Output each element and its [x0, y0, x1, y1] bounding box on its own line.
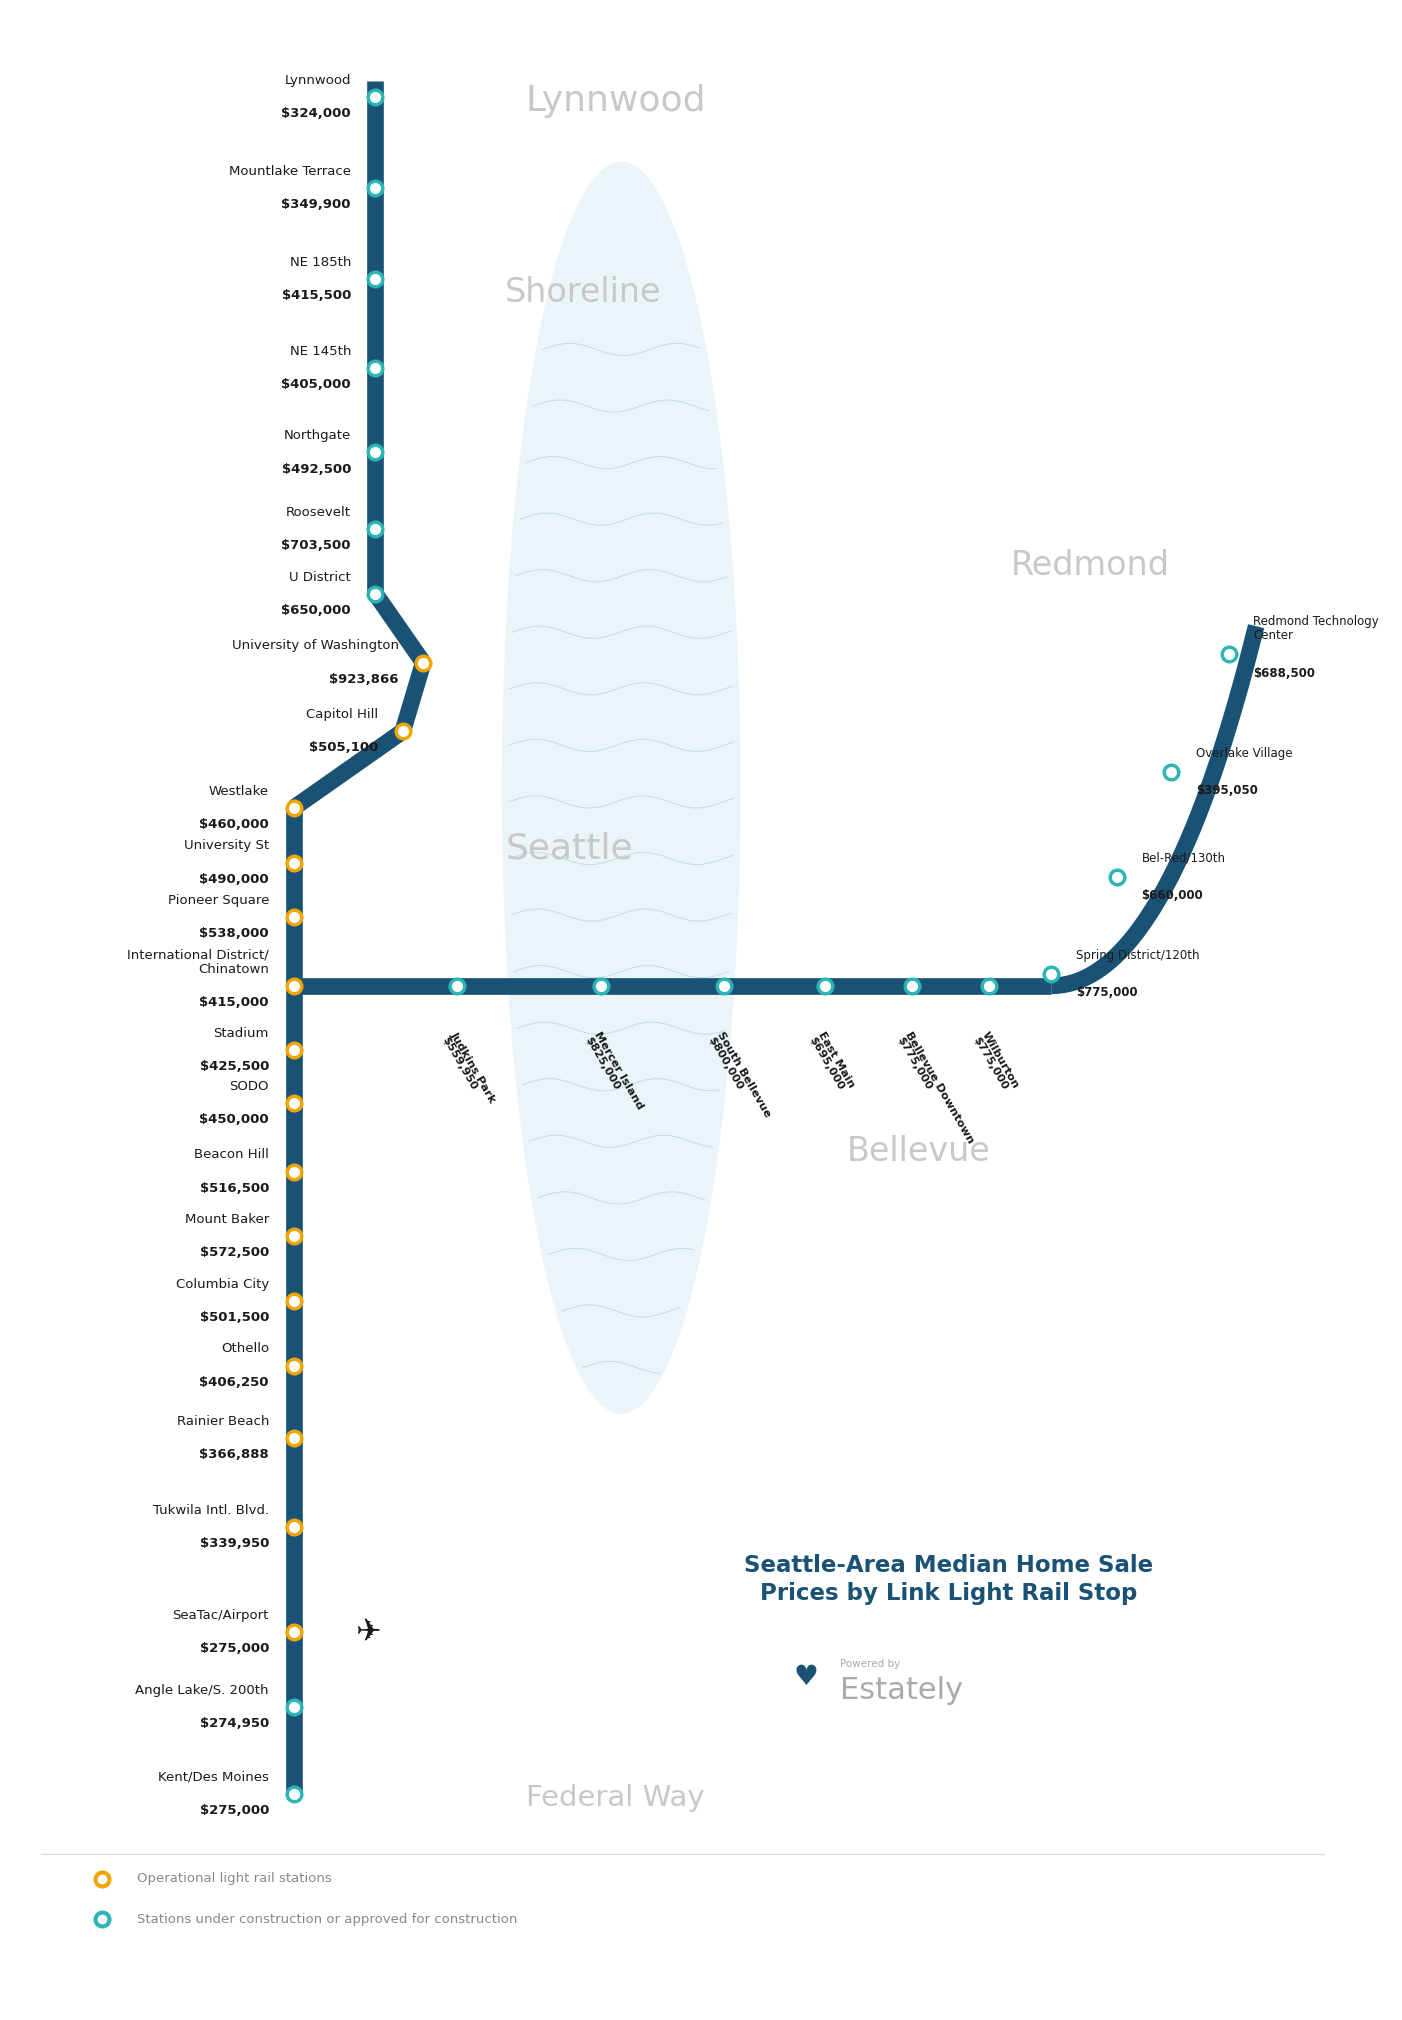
Text: Lynnwood: Lynnwood — [526, 85, 707, 117]
Text: ✈: ✈ — [355, 1618, 380, 1646]
Text: $366,888: $366,888 — [199, 1448, 269, 1460]
Text: $492,500: $492,500 — [282, 463, 350, 475]
Text: $775,000: $775,000 — [1075, 986, 1137, 998]
Text: $275,000: $275,000 — [199, 1642, 269, 1654]
Text: $450,000: $450,000 — [199, 1113, 269, 1125]
Text: Tukwila Intl. Blvd.: Tukwila Intl. Blvd. — [153, 1505, 269, 1517]
Text: Stations under construction or approved for construction: Stations under construction or approved … — [136, 1913, 517, 1925]
Text: Beacon Hill: Beacon Hill — [193, 1149, 269, 1162]
Text: Othello: Othello — [222, 1343, 269, 1355]
Text: Powered by: Powered by — [840, 1660, 900, 1669]
Text: $460,000: $460,000 — [199, 818, 269, 830]
Text: Bel-Red/130th: Bel-Red/130th — [1141, 852, 1225, 865]
Text: Seattle: Seattle — [505, 832, 632, 865]
Text: U District: U District — [289, 572, 350, 584]
Text: $688,500: $688,500 — [1253, 667, 1315, 679]
Text: $501,500: $501,500 — [199, 1311, 269, 1323]
Text: University St: University St — [184, 840, 269, 852]
Text: Shoreline: Shoreline — [505, 277, 662, 309]
Text: Seattle-Area Median Home Sale
Prices by Link Light Rail Stop: Seattle-Area Median Home Sale Prices by … — [744, 1553, 1154, 1606]
Text: ♥: ♥ — [794, 1662, 817, 1691]
Text: Kent/Des Moines: Kent/Des Moines — [158, 1772, 269, 1784]
Text: Judkins Park
$559,950: Judkins Park $559,950 — [440, 1030, 498, 1109]
Text: East Main
$695,000: East Main $695,000 — [808, 1030, 857, 1095]
Text: $349,900: $349,900 — [282, 198, 350, 210]
Text: $505,100: $505,100 — [308, 741, 379, 753]
Text: NE 145th: NE 145th — [290, 345, 350, 358]
Text: Mercer Island
$825,000: Mercer Island $825,000 — [583, 1030, 645, 1117]
Text: Bellevue Downtown
$775,000: Bellevue Downtown $775,000 — [894, 1030, 976, 1151]
Text: Bellevue: Bellevue — [847, 1135, 990, 1168]
Text: Northgate: Northgate — [283, 430, 350, 442]
Text: Roosevelt: Roosevelt — [286, 507, 350, 519]
Text: Redmond Technology
Center: Redmond Technology Center — [1253, 616, 1380, 642]
Text: $650,000: $650,000 — [282, 604, 350, 616]
Text: $274,950: $274,950 — [199, 1717, 269, 1729]
Text: Pioneer Square: Pioneer Square — [168, 895, 269, 907]
Text: Mountlake Terrace: Mountlake Terrace — [229, 166, 350, 178]
Text: Lynnwood: Lynnwood — [285, 75, 350, 87]
Text: SeaTac/Airport: SeaTac/Airport — [172, 1610, 269, 1622]
Text: $490,000: $490,000 — [199, 873, 269, 885]
Text: $415,000: $415,000 — [199, 996, 269, 1008]
Text: $572,500: $572,500 — [199, 1246, 269, 1258]
Text: $703,500: $703,500 — [282, 539, 350, 551]
Text: $324,000: $324,000 — [282, 107, 350, 119]
Text: Overlake Village: Overlake Village — [1196, 747, 1293, 760]
Text: International District/
Chinatown: International District/ Chinatown — [128, 949, 269, 976]
Text: $516,500: $516,500 — [199, 1182, 269, 1194]
Text: Angle Lake/S. 200th: Angle Lake/S. 200th — [136, 1685, 269, 1697]
Text: Operational light rail stations: Operational light rail stations — [136, 1873, 331, 1885]
Text: SODO: SODO — [230, 1081, 269, 1093]
Text: Redmond: Redmond — [1011, 549, 1169, 582]
Text: $538,000: $538,000 — [199, 927, 269, 939]
Text: $660,000: $660,000 — [1141, 889, 1203, 901]
Text: Wilburton
$775,000: Wilburton $775,000 — [972, 1030, 1021, 1095]
Text: Estately: Estately — [840, 1677, 963, 1705]
Text: Capitol Hill: Capitol Hill — [306, 709, 379, 721]
Text: Westlake: Westlake — [209, 786, 269, 798]
Text: Rainier Beach: Rainier Beach — [177, 1416, 269, 1428]
Text: NE 185th: NE 185th — [290, 257, 350, 269]
Text: $406,250: $406,250 — [199, 1376, 269, 1388]
Text: $339,950: $339,950 — [199, 1537, 269, 1549]
Text: Stadium: Stadium — [213, 1028, 269, 1040]
Text: Spring District/120th: Spring District/120th — [1075, 949, 1199, 962]
Text: $415,500: $415,500 — [282, 289, 350, 301]
Text: $425,500: $425,500 — [199, 1060, 269, 1073]
Text: Federal Way: Federal Way — [526, 1784, 704, 1812]
Ellipse shape — [502, 162, 740, 1414]
Text: University of Washington: University of Washington — [231, 640, 398, 652]
Text: Columbia City: Columbia City — [175, 1279, 269, 1291]
Text: $405,000: $405,000 — [282, 378, 350, 390]
Text: $395,050: $395,050 — [1196, 784, 1258, 796]
Text: Mount Baker: Mount Baker — [185, 1214, 269, 1226]
Text: $923,866: $923,866 — [329, 673, 398, 685]
Text: $275,000: $275,000 — [199, 1804, 269, 1816]
Text: South Bellevue
$800,000: South Bellevue $800,000 — [707, 1030, 773, 1125]
